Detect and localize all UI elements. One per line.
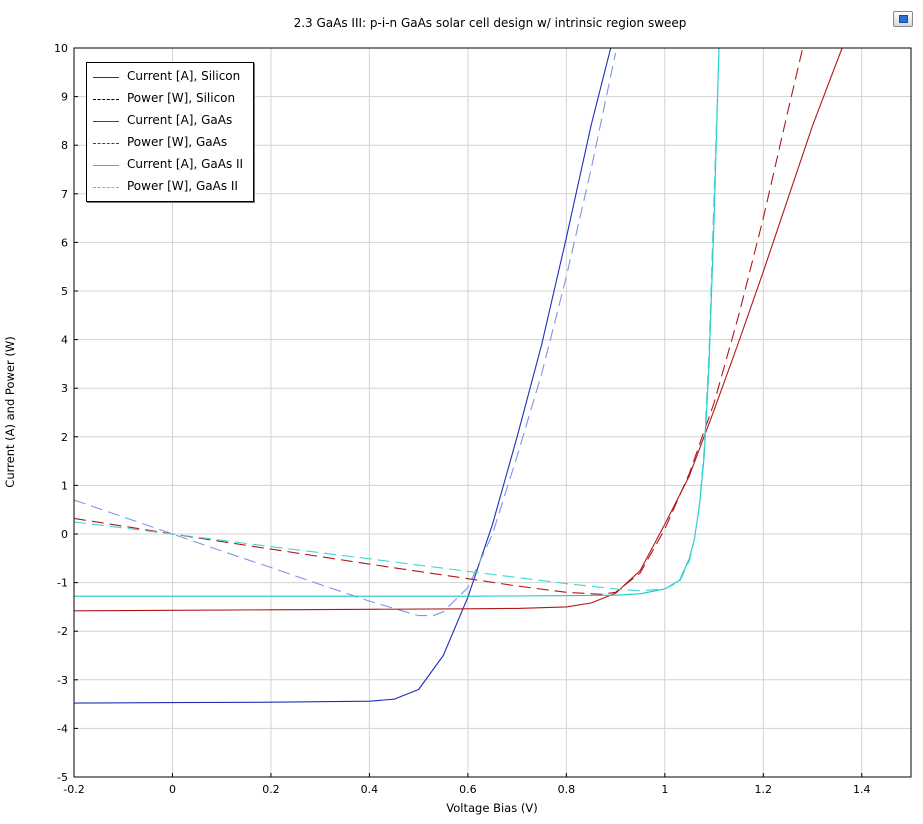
x-tick-label: 1.2 — [755, 783, 773, 796]
y-tick-label: 3 — [61, 382, 68, 395]
x-tick-label: -0.2 — [63, 783, 84, 796]
y-tick-label: 4 — [61, 334, 68, 347]
legend-item: Power [W], GaAs II — [87, 177, 253, 197]
y-tick-label: -5 — [57, 771, 68, 784]
legend-swatch — [93, 143, 119, 144]
x-tick-label: 0.4 — [361, 783, 379, 796]
legend-swatch — [93, 165, 119, 166]
x-tick-label: 1 — [661, 783, 668, 796]
x-tick-label: 0 — [169, 783, 176, 796]
y-tick-label: 5 — [61, 285, 68, 298]
legend-label: Current [A], GaAs — [127, 113, 233, 127]
series-group — [74, 48, 843, 704]
y-tick-label: 9 — [61, 91, 68, 104]
y-tick-label: -4 — [57, 722, 68, 735]
y-tick-label: 7 — [61, 188, 68, 201]
legend-label: Current [A], GaAs II — [127, 157, 244, 171]
legend-item: Power [W], GaAs — [87, 133, 253, 153]
series-line-1 — [74, 52, 617, 617]
export-image-icon[interactable] — [893, 11, 913, 27]
x-tick-label: 1.4 — [853, 783, 871, 796]
x-tick-label: 0.8 — [558, 783, 576, 796]
y-tick-label: -3 — [57, 674, 68, 687]
legend-swatch — [93, 77, 119, 78]
y-tick-label: 10 — [54, 42, 68, 55]
series-line-3 — [74, 48, 804, 595]
legend-item: Power [W], Silicon — [87, 89, 253, 109]
y-tick-label: 0 — [61, 528, 68, 541]
ticks: -0.2 0 0.2 0.4 0.6 0.8 1 1.2 1.4 -5 -4 -3 -2 -1 0 1 2 3 4 5… — [54, 42, 871, 796]
grid — [74, 48, 911, 777]
legend-swatch — [93, 121, 119, 122]
y-axis-label: Current (A) and Power (W) — [3, 336, 17, 487]
y-tick-label: 2 — [61, 431, 68, 444]
y-tick-label: -1 — [57, 577, 68, 590]
legend-label: Current [A], Silicon — [127, 69, 241, 83]
x-axis-label: Voltage Bias (V) — [446, 801, 537, 815]
legend: Current [A], Silicon Power [W], Silicon Cu… — [86, 62, 254, 202]
x-tick-label: 0.6 — [459, 783, 477, 796]
legend-label: Power [W], Silicon — [127, 91, 236, 105]
legend-item: Current [A], GaAs — [87, 111, 253, 131]
y-tick-label: 6 — [61, 236, 68, 249]
legend-label: Power [W], GaAs — [127, 135, 228, 149]
legend-item: Current [A], Silicon — [87, 67, 253, 87]
plot-frame — [73, 47, 912, 778]
series-line-5 — [74, 48, 720, 592]
legend-swatch — [93, 187, 119, 188]
y-tick-label: 8 — [61, 139, 68, 152]
legend-item: Current [A], GaAs II — [87, 155, 253, 175]
x-tick-label: 0.2 — [262, 783, 280, 796]
legend-label: Power [W], GaAs II — [127, 179, 238, 193]
chart-title: 2.3 GaAs III: p-i-n GaAs solar cell desi… — [293, 16, 687, 30]
y-tick-label: 1 — [61, 479, 68, 492]
y-tick-label: -2 — [57, 625, 68, 638]
legend-swatch — [93, 99, 119, 100]
series-line-0 — [74, 48, 612, 704]
